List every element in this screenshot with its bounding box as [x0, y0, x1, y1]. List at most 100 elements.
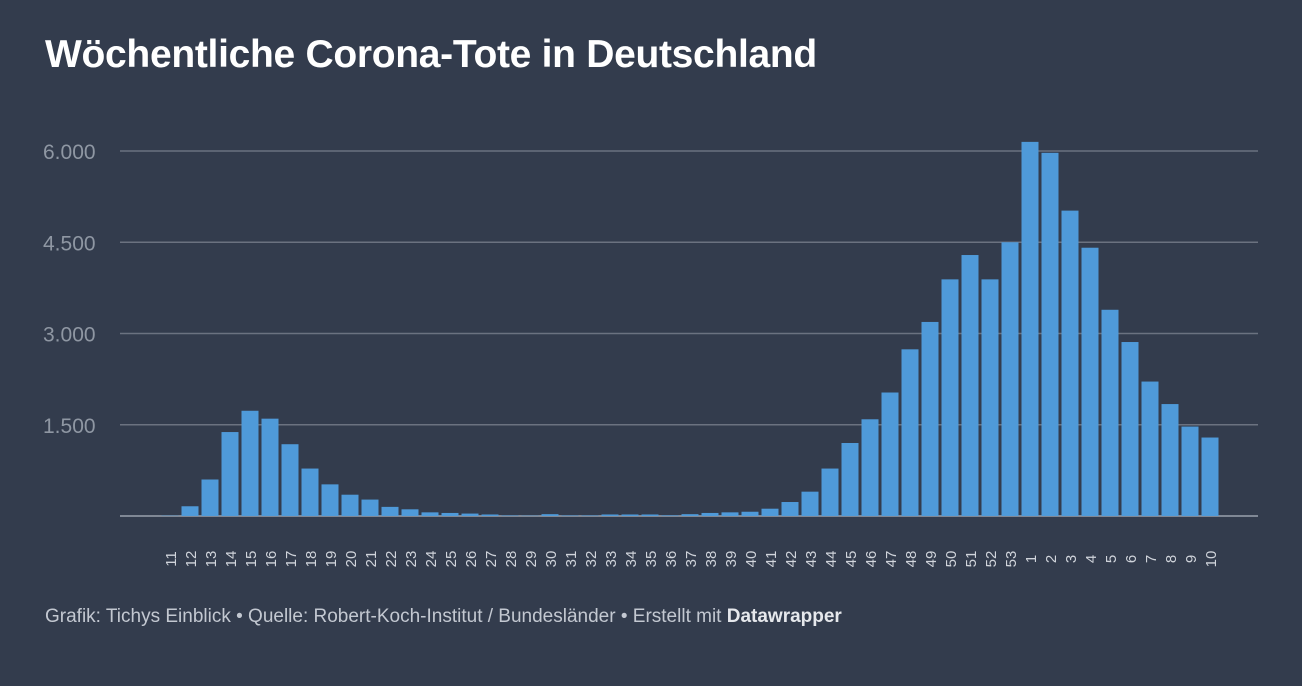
x-tick-label: 3	[1063, 555, 1080, 563]
bar-week-39	[721, 512, 739, 516]
bar-week-20	[341, 494, 359, 516]
x-tick-label: 15	[243, 551, 260, 568]
y-tick-label: 1.500	[43, 415, 96, 438]
y-axis-labels: 1.500 3.000 4.500 6.000	[43, 141, 96, 438]
chart-title: Wöchentliche Corona-Tote in Deutschland	[45, 33, 817, 76]
bar-week-40	[741, 511, 759, 516]
bar-week-4	[1081, 247, 1099, 516]
x-tick-label: 31	[563, 551, 580, 568]
bar-week-8	[1161, 404, 1179, 516]
x-tick-label: 35	[643, 551, 660, 568]
bar-week-41	[761, 508, 779, 516]
bar-week-10	[1201, 437, 1219, 516]
x-tick-label: 39	[723, 551, 740, 568]
x-tick-label: 45	[843, 551, 860, 568]
x-tick-label: 9	[1183, 555, 1200, 563]
x-tick-label: 29	[523, 551, 540, 568]
bar-week-51	[961, 255, 979, 516]
x-tick-label: 24	[423, 551, 440, 568]
x-tick-label: 18	[303, 551, 320, 568]
x-tick-label: 10	[1203, 551, 1220, 568]
x-tick-label: 25	[443, 551, 460, 568]
x-tick-label: 12	[183, 551, 200, 568]
x-tick-label: 40	[743, 551, 760, 568]
x-tick-label: 42	[783, 551, 800, 568]
footer-brand: Datawrapper	[726, 606, 842, 627]
bar-week-33	[601, 514, 619, 516]
bar-week-27	[481, 514, 499, 516]
x-tick-label: 19	[323, 551, 340, 568]
x-tick-label: 52	[983, 551, 1000, 568]
bar-week-22	[381, 506, 399, 516]
x-tick-label: 1	[1023, 555, 1040, 563]
x-tick-label: 26	[463, 551, 480, 568]
bar-week-43	[801, 491, 819, 516]
bar-week-23	[401, 509, 419, 516]
bar-week-49	[921, 321, 939, 516]
x-tick-label: 50	[943, 551, 960, 568]
x-tick-label: 36	[663, 551, 680, 568]
x-tick-label: 17	[283, 551, 300, 568]
x-tick-label: 34	[623, 551, 640, 568]
bar-week-35	[641, 514, 659, 516]
footer-text: Grafik: Tichys Einblick • Quelle: Robert…	[45, 606, 722, 627]
bar-week-7	[1141, 381, 1159, 516]
bar-week-34	[621, 514, 639, 516]
x-tick-label: 53	[1003, 551, 1020, 568]
x-tick-label: 16	[263, 551, 280, 568]
bar-week-13	[201, 479, 219, 516]
bar-week-50	[941, 279, 959, 516]
x-tick-label: 5	[1103, 555, 1120, 563]
bar-week-38	[701, 512, 719, 516]
x-tick-label: 8	[1163, 555, 1180, 563]
bar-week-3	[1061, 210, 1079, 516]
bar-week-5	[1101, 309, 1119, 516]
x-tick-label: 23	[403, 551, 420, 568]
bar-week-53	[1001, 242, 1019, 516]
bar-week-9	[1181, 426, 1199, 516]
bar-week-16	[261, 418, 279, 516]
bar-week-24	[421, 512, 439, 516]
bar-week-17	[281, 444, 299, 516]
x-tick-label: 11	[163, 551, 180, 567]
bar-week-42	[781, 502, 799, 516]
x-tick-label: 21	[363, 551, 380, 568]
x-tick-label: 22	[383, 551, 400, 568]
bar-week-25	[441, 512, 459, 516]
x-tick-label: 30	[543, 551, 560, 568]
bar-week-12	[181, 506, 199, 516]
bar-week-44	[821, 468, 839, 516]
bar-week-36	[661, 515, 679, 516]
bar-week-30	[541, 514, 559, 516]
x-tick-label: 41	[763, 551, 780, 568]
x-tick-label: 51	[963, 551, 980, 568]
x-tick-label: 37	[683, 551, 700, 568]
bar-week-15	[241, 410, 259, 516]
bars	[161, 141, 1219, 516]
bar-week-21	[361, 499, 379, 516]
x-tick-label: 20	[343, 551, 360, 568]
bar-week-18	[301, 468, 319, 516]
x-tick-label: 27	[483, 551, 500, 568]
x-tick-label: 46	[863, 551, 880, 568]
x-tick-label: 2	[1043, 555, 1060, 563]
y-tick-label: 6.000	[43, 141, 96, 164]
bar-week-46	[861, 419, 879, 516]
bar-week-14	[221, 432, 239, 516]
x-tick-label: 6	[1123, 555, 1140, 563]
x-tick-label: 49	[923, 551, 940, 568]
bar-week-45	[841, 443, 859, 516]
y-tick-label: 4.500	[43, 232, 96, 255]
bar-week-37	[681, 514, 699, 516]
x-tick-label: 28	[503, 551, 520, 568]
y-tick-label: 3.000	[43, 324, 96, 347]
footer-credits: Grafik: Tichys Einblick • Quelle: Robert…	[45, 606, 842, 628]
bar-week-52	[981, 279, 999, 516]
x-tick-label: 47	[883, 551, 900, 568]
x-tick-label: 32	[583, 551, 600, 568]
x-tick-label: 44	[823, 551, 840, 568]
x-tick-label: 43	[803, 551, 820, 568]
x-tick-label: 38	[703, 551, 720, 568]
x-axis-labels: 11 12 13 14 15 16 17 18 19 20 21 22 23 24 25 26 27 28 29 30…	[163, 551, 1220, 568]
